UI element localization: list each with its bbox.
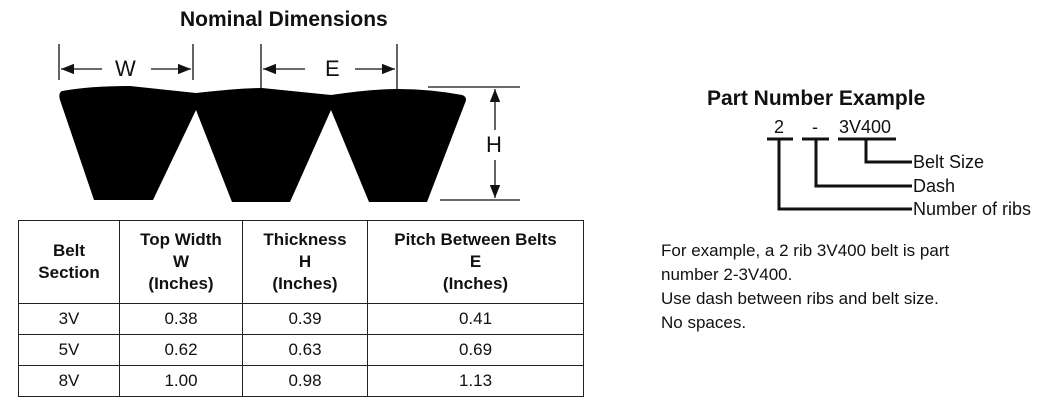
cell: 3V (18, 303, 120, 335)
cell: 0.38 (119, 303, 243, 335)
dimensions-table: Belt Section Top Width W (Inches) Thickness… (18, 220, 584, 397)
label-number-of-ribs: Number of ribs (913, 199, 1032, 219)
table-row: 8V 1.00 0.98 1.13 (18, 365, 584, 397)
header-top-width: Top Width W (Inches) (119, 220, 243, 304)
table-header-row: Belt Section Top Width W (Inches) Thickness… (18, 220, 584, 304)
label-e: E (325, 56, 340, 81)
cell: 0.69 (367, 334, 584, 366)
header-thickness: Thickness H (Inches) (242, 220, 368, 304)
cell: 0.41 (367, 303, 584, 335)
diagram-title: Nominal Dimensions (180, 8, 388, 31)
note-line: No spaces. (661, 313, 747, 332)
label-w: W (115, 56, 136, 81)
part-size: 3V400 (839, 117, 892, 137)
note-line: number 2-3V400. (661, 265, 793, 284)
cell: 8V (18, 365, 120, 397)
cell: 1.13 (367, 365, 584, 397)
cell: 0.62 (119, 334, 243, 366)
note-line: Use dash between ribs and belt size. (661, 289, 939, 308)
part-number-notes: For example, a 2 rib 3V400 belt is part … (661, 239, 949, 335)
table-row: 5V 0.62 0.63 0.69 (18, 334, 584, 366)
table-row: 3V 0.38 0.39 0.41 (18, 303, 584, 335)
cell: 5V (18, 334, 120, 366)
cell: 0.39 (242, 303, 368, 335)
cell: 1.00 (119, 365, 243, 397)
part-number-connectors (767, 137, 912, 211)
part-number-title: Part Number Example (707, 87, 926, 110)
header-pitch: Pitch Between Belts E (Inches) (367, 220, 584, 304)
cell: 0.98 (242, 365, 368, 397)
label-h: H (486, 132, 502, 157)
cell: 0.63 (242, 334, 368, 366)
part-dash: - (812, 117, 818, 137)
label-belt-size: Belt Size (913, 152, 985, 172)
belt-shape (59, 86, 466, 202)
note-line: For example, a 2 rib 3V400 belt is part (661, 241, 950, 260)
part-ribs: 2 (774, 117, 785, 137)
label-dash: Dash (913, 176, 956, 196)
header-belt-section: Belt Section (18, 220, 120, 304)
